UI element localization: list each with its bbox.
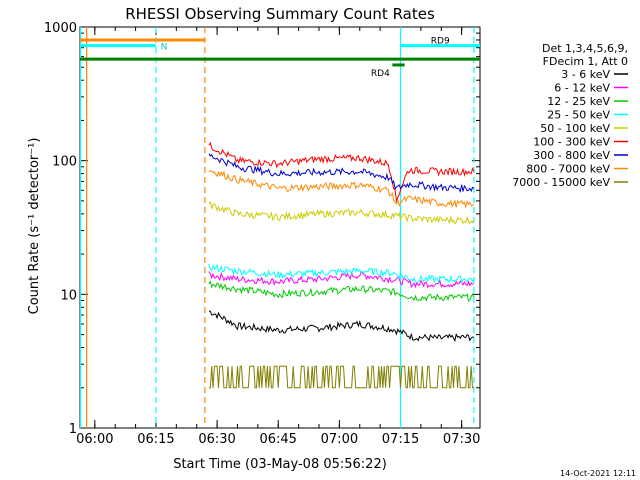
plot-area: 1 10 100 1000 06:00 06:15 06:30 06:45 07:00 07:15… — [44, 21, 481, 447]
chart-title: RHESSI Observing Summary Count Rates — [125, 5, 435, 23]
legend-entry-label: 50 - 100 keV — [540, 122, 610, 135]
footer-date: 14-Oct-2021 12:11 — [560, 469, 636, 478]
x-tick-label: 07:30 — [443, 432, 480, 447]
legend-entry-label: 12 - 25 keV — [547, 95, 610, 108]
series-line — [208, 170, 475, 209]
series-line — [208, 270, 475, 289]
y-tick-label: 1 — [69, 422, 77, 437]
x-tick-label: 06:00 — [76, 432, 113, 447]
y-tick-label: 100 — [52, 155, 77, 170]
x-tick-label: 06:30 — [198, 432, 235, 447]
legend-entry-label: 800 - 7000 keV — [526, 163, 610, 176]
y-tick-label: 10 — [60, 288, 77, 303]
x-tick-label: 06:45 — [259, 432, 296, 447]
series-line — [208, 153, 475, 193]
legend-entry-label: 25 - 50 keV — [547, 109, 610, 122]
series-line — [208, 141, 475, 203]
legend-entry-label: 100 - 300 keV — [533, 136, 610, 149]
series-line — [208, 310, 475, 343]
status-bar-label: RD9 — [431, 37, 450, 47]
series-line — [208, 200, 475, 225]
legend-header: Det 1,3,4,5,6,9, — [542, 42, 628, 55]
legend-entry-label: 3 - 6 keV — [561, 68, 610, 81]
y-tick-label: 1000 — [44, 21, 77, 36]
legend-entry-label: 6 - 12 keV — [554, 82, 610, 95]
legend-entry-label: 300 - 800 keV — [533, 149, 610, 162]
x-tick-label: 07:00 — [321, 432, 358, 447]
legend-entry-label: 7000 - 15000 keV — [512, 176, 610, 189]
series-line — [208, 263, 475, 285]
y-axis-label-group: Count Rate (s⁻¹ detector⁻¹) — [27, 138, 42, 315]
series-line — [208, 280, 475, 302]
x-tick-label: 07:15 — [382, 432, 419, 447]
status-bar-label: RD4 — [371, 69, 390, 79]
legend-header: FDecim 1, Att 0 — [543, 55, 628, 68]
series-line — [208, 365, 474, 389]
legend: Det 1,3,4,5,6,9,FDecim 1, Att 03 - 6 keV… — [512, 42, 628, 189]
x-tick-label: 06:15 — [137, 432, 174, 447]
status-bar-label: N — [161, 43, 168, 53]
y-axis-label: Count Rate (s⁻¹ detector⁻¹) — [27, 138, 42, 315]
plot-frame — [79, 26, 481, 429]
x-axis-label: Start Time (03-May-08 05:56:22) — [173, 457, 387, 472]
